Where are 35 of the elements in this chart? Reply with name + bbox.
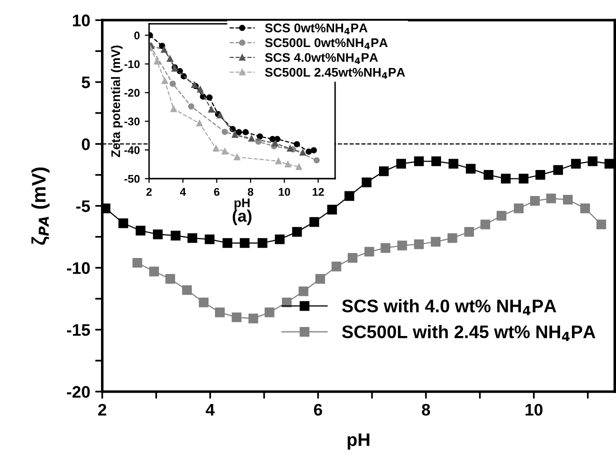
y-tick-label: 0 [82,138,90,150]
x-axis-title: pH [234,198,250,210]
x-tick-label: 6 [314,404,322,416]
legend-label: SC500L 0wt%NH$_{4}$PA [265,38,388,50]
y-tick-label: 0 [134,32,140,40]
x-tick-label: 8 [422,404,430,416]
y-tick-label: -50 [124,174,140,183]
x-tick-label: 4 [180,188,186,196]
y-tick-label: 5 [82,76,90,88]
y-tick-label: -20 [67,386,90,398]
y-tick-label: -20 [124,88,140,97]
x-tick-label: 8 [248,188,254,196]
y-tick-label: -15 [67,324,90,336]
y-tick-label: -5 [76,200,90,212]
x-axis-title: pH [348,433,370,450]
x-tick-label: 10 [526,404,542,416]
x-tick-label: 12 [312,188,324,196]
legend-label: SCS 4.0wt%NH$_{4}$PA [265,53,378,64]
y-tick-label: -40 [124,146,140,154]
legend-label: SC500L with 2.45 wt% NH$_{4}$PA [342,324,596,342]
y-tick-label: -10 [124,60,140,68]
y-axis-title: Zeta potential (mV) [110,46,123,158]
y-tick-label: -30 [124,118,140,126]
y-tick-label: -10 [67,262,90,274]
y-axis-title: ζ$_{PA}$ (mV) [31,168,50,245]
x-tick-label: 6 [214,188,220,196]
x-tick-label: 4 [206,404,215,416]
x-tick-label: 2 [98,404,106,416]
legend-label: SCS with 4.0 wt% NH$_{4}$PA [342,299,556,316]
x-tick-label: 10 [278,188,290,196]
y-tick-label: 10 [72,14,90,26]
legend-label: SC500L 2.45wt%NH$_{4}$PA [265,68,405,79]
legend-label: SCS 0wt%NH$_{4}$PA [265,24,368,34]
annotation: (a) [232,210,252,226]
x-tick-label: 2 [146,188,152,196]
